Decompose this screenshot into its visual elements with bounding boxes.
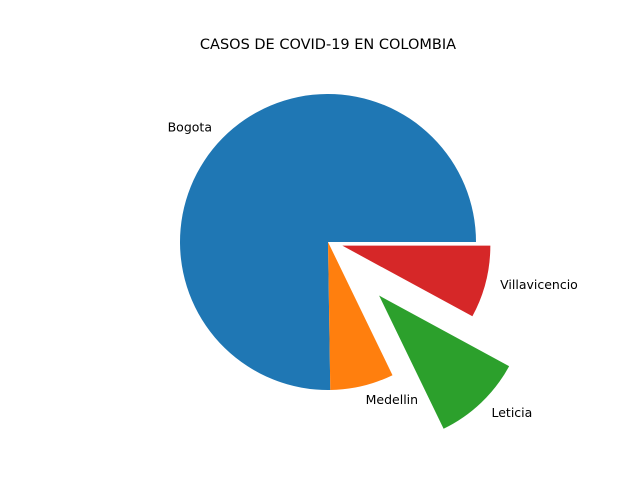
pie-label-villavicencio: Villavicencio: [500, 277, 578, 292]
pie-labels: Bogota Medellin Leticia Villavicencio: [168, 119, 578, 420]
pie-label-leticia: Leticia: [491, 405, 532, 420]
pie-label-medellin: Medellin: [366, 392, 418, 407]
chart-title: CASOS DE COVID-19 EN COLOMBIA: [200, 37, 456, 53]
pie-slice-leticia: [379, 295, 510, 429]
pie-slice-bogota: [180, 93, 477, 390]
pie-slice-villavicencio: [342, 245, 491, 317]
pie-slice-medellin: [328, 242, 393, 390]
pie-slices: [180, 93, 510, 429]
pie-label-bogota: Bogota: [168, 119, 212, 134]
